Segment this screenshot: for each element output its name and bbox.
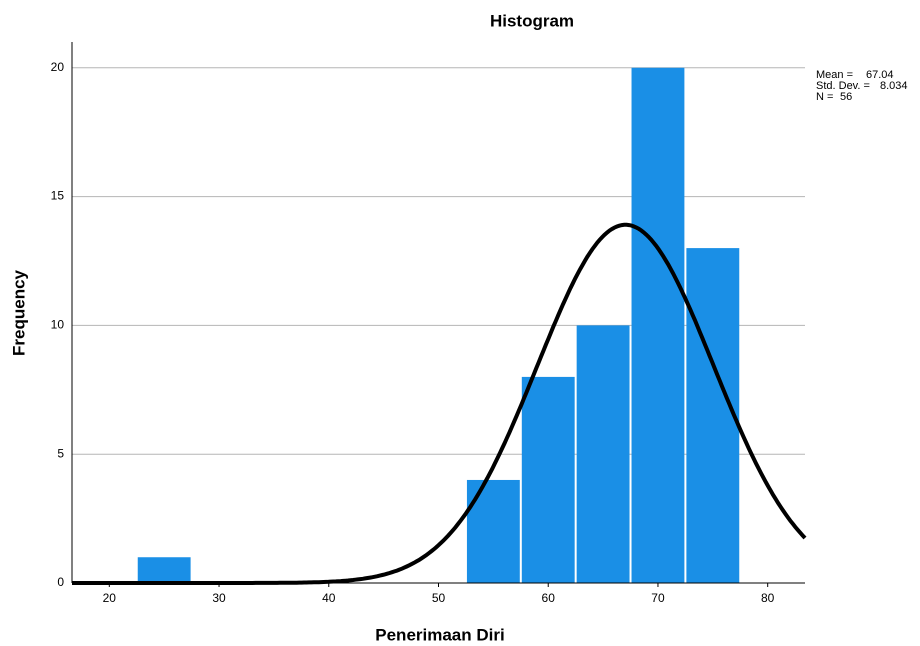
stat-value: 8.034 (880, 80, 908, 92)
x-tick-label: 20 (103, 591, 117, 605)
chart-title: Histogram (490, 11, 574, 30)
y-tick-label: 20 (51, 60, 65, 74)
stat-label: Mean = (816, 69, 853, 81)
stat-value: 67.04 (866, 69, 894, 81)
bar (631, 67, 685, 583)
bar (137, 557, 191, 583)
bar (466, 479, 520, 583)
x-axis-title: Penerimaan Diri (375, 625, 504, 644)
y-tick-label: 10 (51, 318, 65, 332)
x-tick-label: 80 (761, 591, 775, 605)
x-tick-label: 60 (542, 591, 556, 605)
bar (576, 325, 630, 583)
bar (686, 248, 740, 583)
bar (521, 376, 575, 583)
normal-curve (72, 222, 807, 585)
x-tick-label: 30 (212, 591, 226, 605)
x-tick-label: 50 (432, 591, 446, 605)
y-tick-label: 15 (51, 189, 65, 203)
y-axis-title: Frequency (9, 269, 28, 356)
y-tick-label: 0 (57, 575, 64, 589)
x-tick-label: 70 (651, 591, 665, 605)
x-tick-label: 40 (322, 591, 336, 605)
stat-label: N = (816, 91, 833, 103)
stat-value: 56 (840, 91, 852, 103)
stat-label: Std. Dev. = (816, 80, 870, 92)
y-tick-label: 5 (57, 446, 64, 460)
